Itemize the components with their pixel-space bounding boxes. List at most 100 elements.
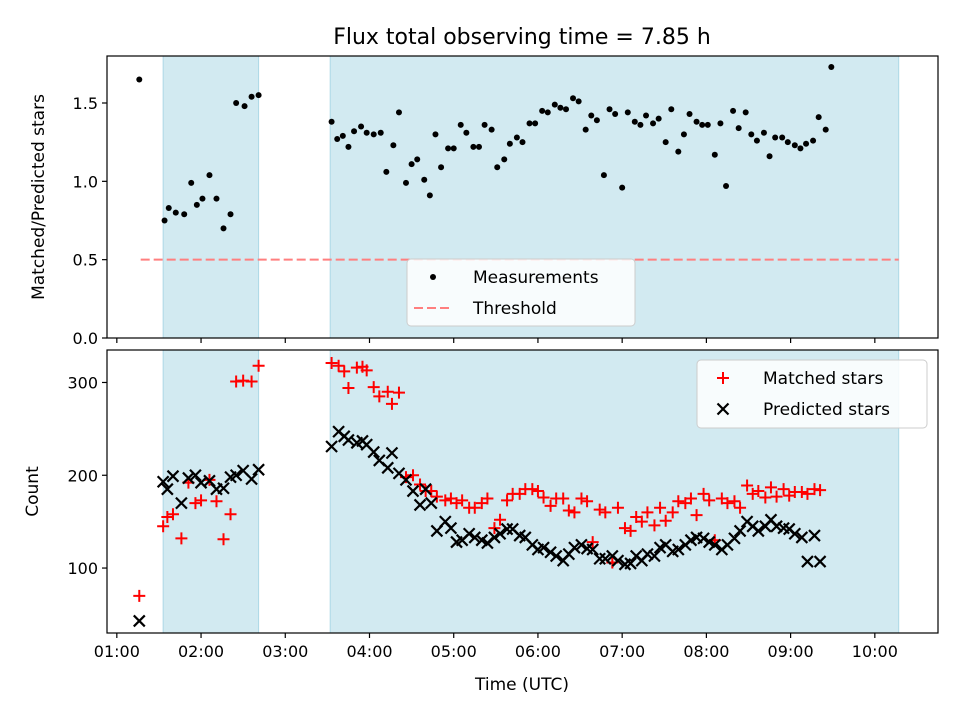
legend-box [406,258,636,327]
legend: Measurements Threshold [406,258,636,327]
matched-star-point [593,503,606,516]
measurement-point [791,142,798,149]
predicted-star-point [599,552,612,566]
measurement-point [797,145,804,152]
measurement-point [570,95,577,102]
matched-star-point [575,492,588,505]
matched-star-point [189,497,202,510]
measurement-point [445,145,452,152]
measurement-point [766,153,773,160]
measurement-point [501,156,508,163]
measurement-point [494,164,501,171]
matched-star-point [611,501,624,514]
measurement-point [680,131,687,138]
x-tick-label: 08:00 [683,642,729,661]
predicted-star-point [801,555,814,568]
predicted-star-point [544,545,557,559]
x-tick-label: 09:00 [768,642,814,661]
matched-star-point [666,506,679,519]
predicted-star-point [752,524,765,538]
measurement-point [760,129,767,136]
measurement-point [402,179,409,186]
measurement-point [470,143,477,150]
matched-star-point [684,492,697,505]
matched-star-point [381,385,394,398]
matched-star-point [195,494,208,507]
measurement-point [463,129,470,136]
measurement-point [815,114,822,121]
measurement-point [519,139,526,146]
predicted-star-point [808,529,821,542]
predicted-star-point [166,469,180,483]
measurement-point [161,217,168,224]
matched-star-point [734,501,747,514]
measurement-point [686,110,693,117]
measurement-point [711,151,718,158]
matched-star-point [741,479,754,492]
measurement-point [643,112,650,119]
predicted-star-point [795,531,809,544]
measurement-point [662,139,669,146]
measurement-point [358,123,365,130]
matched-star-point [777,483,790,496]
matched-star-point [624,524,637,537]
x-axis-label: Time (UTC) [474,675,569,695]
measurement-point [784,139,791,146]
matched-star-point [654,501,667,514]
measurement-point [220,225,227,232]
matched-star-point [759,491,772,504]
matched-star-point [430,490,443,503]
predicted-star-point [788,527,802,540]
observing-interval-band [162,349,260,634]
matched-star-point [494,513,507,526]
x-tick-label: 03:00 [262,642,308,661]
predicted-star-point [229,468,243,482]
ratio-panel: 0.0 0.5 1.0 1.5 Matched/Predicted stars Measu… [29,55,939,348]
matched-star-point [392,386,405,399]
matched-star-point [175,532,188,545]
matched-star-point [456,494,469,507]
matched-star-point [161,511,174,524]
measurement-point [730,107,737,114]
predicted-star-point [537,541,550,554]
measurement-point [206,172,213,179]
matched-star-point [599,506,612,519]
predicted-star-point [325,440,338,453]
matched-star-point [325,356,338,369]
predicted-star-point [385,446,399,460]
matched-star-point [450,497,463,510]
measurement-point [532,120,539,127]
measurement-point [255,92,262,99]
matched-star-point [360,364,373,377]
measurement-point [334,136,341,143]
matched-star-point [332,359,345,372]
matched-star-point [648,519,661,532]
matched-star-point [157,520,170,533]
y-axis-label: Count [23,466,43,517]
measurement-point [345,143,352,150]
x-tick-label: 04:00 [346,642,392,661]
measurement-point [822,126,829,133]
matched-star-point [814,484,827,497]
measurement-point [351,128,358,135]
matched-star-point [210,495,223,508]
predicted-star-point [413,498,427,512]
matched-star-point [537,491,550,504]
matched-star-point [488,522,501,535]
measurement-point [370,131,377,138]
axes-frame [106,55,939,339]
matched-star-point [166,508,179,521]
matched-star-point [133,589,146,602]
measurement-point [563,106,570,113]
measurement-point [704,121,711,128]
matched-star-point [618,522,631,535]
matched-star-point [224,508,237,521]
measurement-point [637,121,644,128]
measurement-point [377,129,384,136]
axes-frame [106,349,939,634]
predicted-star-point [367,445,380,459]
predicted-star-point [245,472,258,486]
measurement-point [606,106,613,113]
measurement-point [699,121,706,128]
